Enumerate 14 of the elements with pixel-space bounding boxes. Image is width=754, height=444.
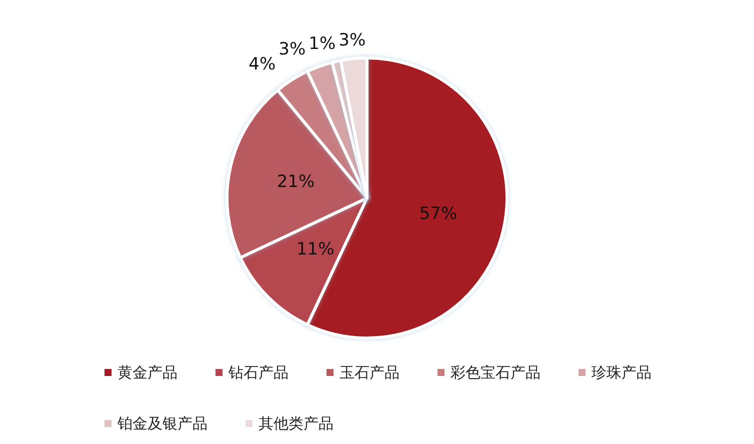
legend-label: 彩色宝石产品 [450, 364, 540, 382]
data-label: 3% [278, 39, 306, 60]
legend-label: 钻石产品 [228, 364, 288, 382]
data-label: 1% [308, 34, 336, 54]
legend-label: 铂金及银产品 [116, 414, 208, 432]
data-label: 4% [248, 54, 276, 75]
data-label: 57% [419, 204, 458, 224]
data-label: 21% [276, 172, 315, 192]
legend-label: 其他类产品 [258, 414, 334, 432]
legend-label: 珍珠产品 [592, 364, 652, 382]
legend-label: 黄金产品 [118, 364, 178, 382]
data-label: 11% [296, 240, 334, 260]
legend-label: 玉石产品 [340, 364, 400, 382]
data-label: 3% [338, 30, 366, 51]
